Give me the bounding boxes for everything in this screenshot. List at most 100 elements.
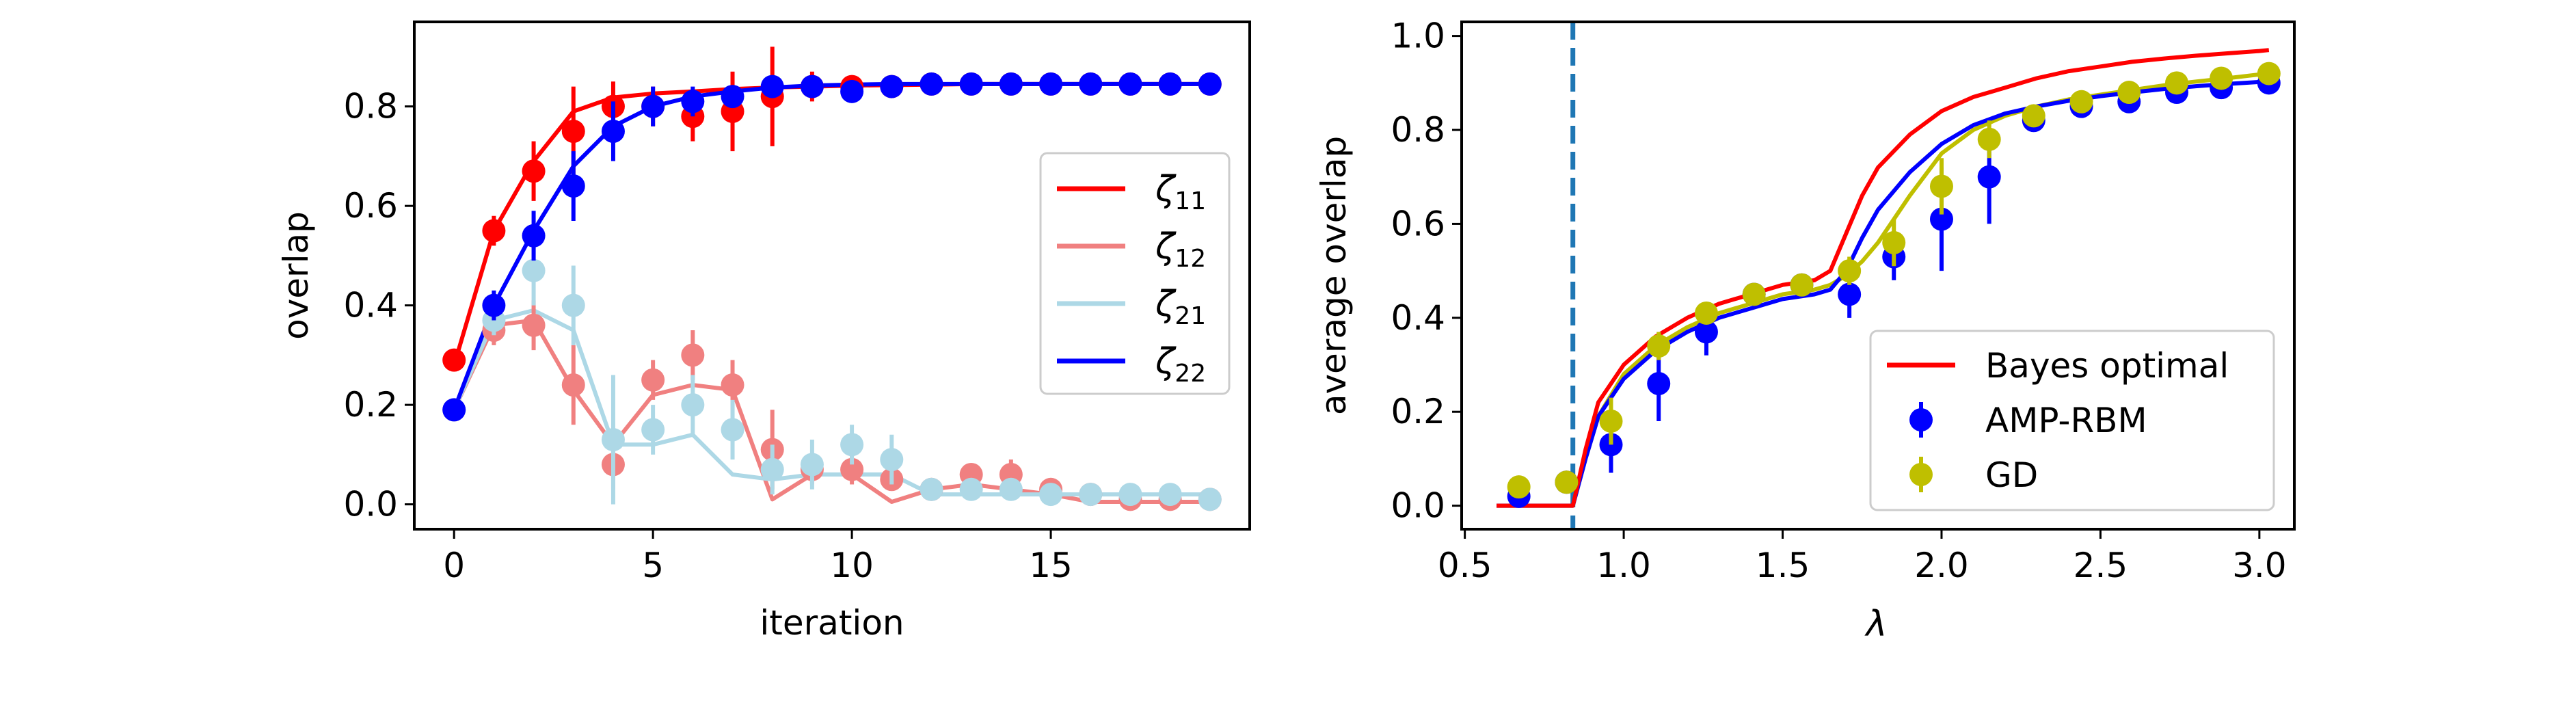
left-legend-box — [1039, 152, 1231, 395]
zeta-12-data-point — [561, 373, 585, 397]
zeta-11-data-point — [442, 348, 466, 372]
zeta-22-data-point — [681, 90, 705, 113]
zeta-21-data-point — [760, 457, 784, 481]
zeta-11-data-point — [522, 159, 546, 183]
zeta-11-data-point — [482, 219, 506, 243]
zeta-22-data-point — [760, 75, 784, 98]
right-x-tick-label: 2.5 — [2074, 546, 2128, 585]
left-y-axis-label: overlap — [276, 211, 316, 340]
left-y-tick-label: 0.4 — [343, 286, 398, 325]
zeta-22-data-point — [1079, 72, 1103, 96]
left-y-ticks: 0.0 0.2 0.4 0.6 0.8 — [343, 87, 414, 524]
legend-label-bayes-optimal: Bayes optimal — [1985, 346, 2229, 386]
zeta-22-data-point — [880, 75, 904, 98]
gd-data-point — [1790, 273, 1814, 297]
right-y-tick-label: 0.4 — [1391, 298, 1445, 338]
right-x-ticks: 0.5 1.0 1.5 2.0 2.5 3.0 — [1438, 529, 2287, 585]
zeta-22-data-point — [641, 94, 665, 118]
legend-swatch-gd — [1909, 463, 1933, 486]
left-x-tick-label: 10 — [830, 546, 874, 585]
left-x-tick-label: 5 — [642, 546, 664, 585]
zeta-21-data-point — [1079, 483, 1103, 507]
zeta-22-data-point — [1198, 72, 1222, 96]
left-x-ticks: 0 5 10 15 — [443, 529, 1073, 585]
right-y-tick-label: 1.0 — [1391, 16, 1445, 56]
legend-label-amp-rbm: AMP-RBM — [1985, 401, 2147, 440]
right-axes-frame — [1460, 21, 2296, 531]
gd-data-point — [2164, 71, 2188, 95]
zeta-21-data-point — [840, 433, 864, 457]
zeta-21-data-point — [800, 453, 824, 477]
zeta-21-data-point — [522, 258, 546, 282]
zeta-22-data-point — [601, 120, 625, 144]
gd-data-point — [1977, 127, 2001, 151]
gd-data-point — [2117, 81, 2141, 105]
zeta-12-data-point — [681, 343, 705, 367]
zeta-22-data-point — [1118, 72, 1142, 96]
zeta-21-data-point — [641, 418, 665, 442]
zeta-22-data-point — [1158, 72, 1182, 96]
right-y-tick-label: 0.6 — [1391, 204, 1445, 243]
amp-rbm-theory-curve — [1497, 79, 2270, 508]
amp-rbm-data-point — [1694, 320, 1718, 344]
amp-rbm-data-point — [1647, 372, 1671, 396]
left-y-tick-label: 0.6 — [343, 186, 398, 226]
zeta-22-data-point — [482, 293, 506, 317]
right-plot-area — [1497, 22, 2281, 529]
gd-data-point — [1599, 409, 1623, 433]
gd-data-point — [2257, 62, 2281, 85]
zeta-22-data-point — [1039, 72, 1063, 96]
zeta-21-data-point — [920, 477, 943, 501]
amp-rbm-data-point — [1838, 282, 1862, 306]
zeta-12-data-point — [522, 313, 546, 337]
gd-data-point — [1929, 174, 1953, 198]
left-plot-area — [442, 46, 1222, 511]
zeta-21-data-point — [999, 477, 1023, 501]
zeta-21-data-point — [959, 477, 983, 501]
zeta-22-data-point — [999, 72, 1023, 96]
gd-data-point — [2210, 66, 2233, 90]
zeta-21-data-point — [1198, 487, 1222, 511]
right-x-axis-label: λ — [1864, 604, 1888, 645]
zeta-22-data-point — [522, 224, 546, 248]
zeta-12-data-point — [721, 373, 744, 397]
right-y-ticks: 0.0 0.2 0.4 0.6 0.8 1.0 — [1391, 16, 1462, 526]
left-y-tick-label: 0.2 — [343, 385, 398, 425]
right-y-axis-label: average overlap — [1314, 136, 1354, 415]
right-legend-box — [1869, 330, 2275, 511]
right-y-tick-label: 0.2 — [1391, 392, 1445, 431]
left-x-tick-label: 15 — [1029, 546, 1073, 585]
right-x-tick-label: 0.5 — [1438, 546, 1492, 585]
amp-rbm-data-point — [1977, 165, 2001, 189]
right-x-tick-label: 1.5 — [1756, 546, 1810, 585]
legend-swatch-amp-rbm — [1909, 408, 1933, 431]
zeta-12-data-point — [840, 457, 864, 481]
gd-data-point — [1742, 282, 1766, 306]
left-axes-frame — [413, 21, 1251, 531]
amp-rbm-data-point — [1929, 207, 1953, 231]
right-y-tick-label: 0.8 — [1391, 110, 1445, 150]
right-x-tick-label: 2.0 — [1914, 546, 1969, 585]
zeta-22-data-point — [959, 72, 983, 96]
zeta-11-data-point — [561, 120, 585, 144]
zeta-22-data-point — [800, 75, 824, 98]
zeta-21-data-point — [1039, 483, 1063, 507]
left-x-axis-label: iteration — [760, 603, 904, 643]
left-y-tick-label: 0.8 — [343, 87, 398, 126]
zeta-12-data-point — [641, 368, 665, 392]
gd-data-point — [1507, 475, 1531, 499]
zeta-22-data-point — [442, 398, 466, 422]
gd-data-point — [1838, 259, 1862, 283]
zeta-21-data-point — [1158, 483, 1182, 507]
right-x-tick-label: 3.0 — [2232, 546, 2287, 585]
zeta-22-data-point — [840, 79, 864, 103]
gd-data-point — [2069, 90, 2093, 113]
left-y-tick-label: 0.0 — [343, 485, 398, 524]
zeta-21-data-point — [880, 448, 904, 472]
zeta-21-data-point — [561, 293, 585, 317]
gd-data-point — [1555, 470, 1579, 494]
bayes-optimal-curve — [1497, 48, 2270, 508]
right-legend: Bayes optimal AMP-RBM GD — [1869, 330, 2275, 511]
gd-data-point — [1647, 334, 1671, 358]
